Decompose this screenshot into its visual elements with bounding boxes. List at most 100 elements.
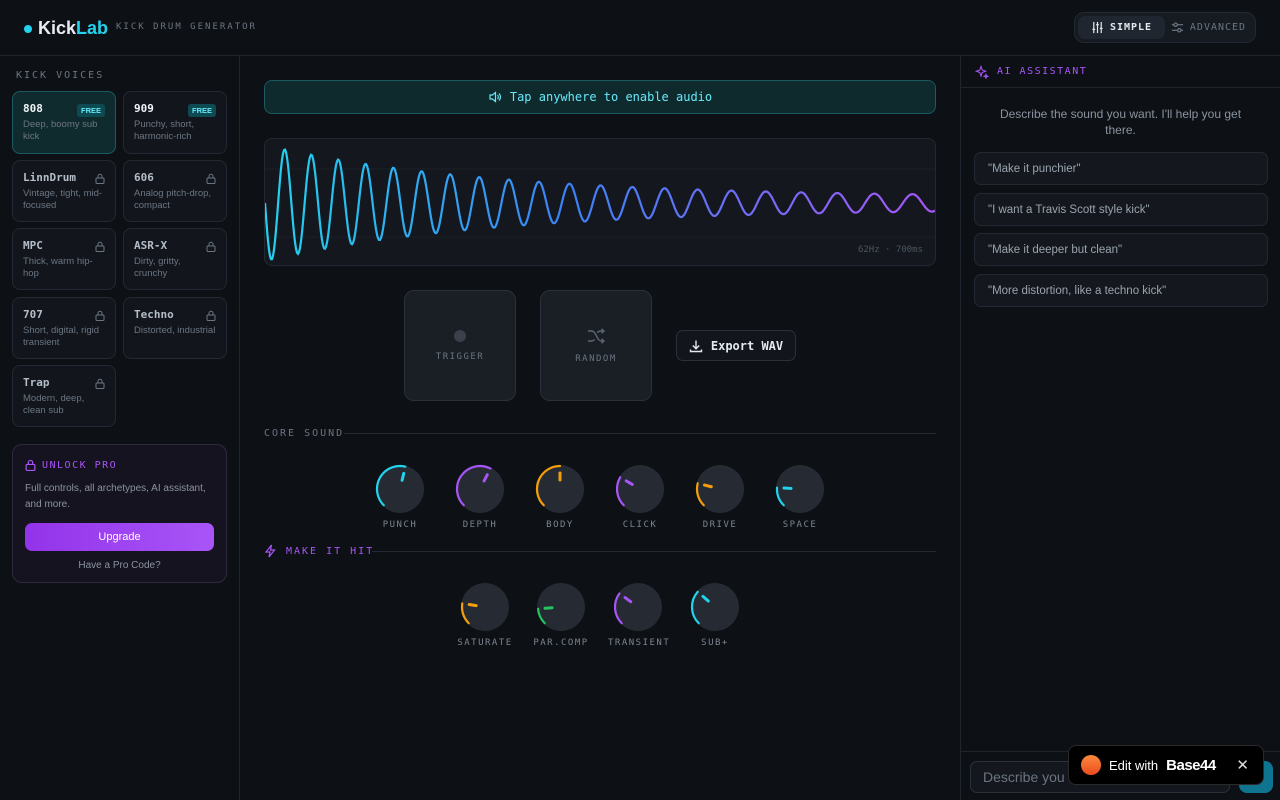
random-label: RANDOM (575, 353, 617, 364)
knob-label: TRANSIENT (608, 638, 671, 648)
free-badge: FREE (187, 104, 216, 117)
lock-icon (95, 241, 105, 252)
random-pad[interactable]: RANDOM (540, 290, 652, 401)
knob-label: BODY (546, 520, 574, 530)
core-sound-title: CORE SOUND (264, 428, 345, 439)
knob-arc (375, 464, 407, 507)
voice-card-asr-x[interactable]: ASR-X Dirty, gritty, crunchy (123, 228, 227, 290)
trigger-pad[interactable]: TRIGGER (404, 290, 516, 401)
knob-click[interactable]: CLICK (610, 464, 670, 530)
voice-card-techno[interactable]: Techno Distorted, industrial (123, 297, 227, 359)
knob-dial-icon (613, 583, 662, 631)
sparkle-icon (975, 64, 989, 79)
voice-name: Techno (134, 308, 174, 321)
knob-depth[interactable]: DEPTH (450, 464, 510, 530)
knob-dial-icon (455, 464, 504, 513)
waveform-display: 62Hz · 700ms (264, 138, 936, 266)
knob-label: SPACE (782, 520, 818, 530)
knob-arc (615, 476, 625, 507)
knob-arc (695, 482, 705, 507)
base44-brand: Base44 (1166, 756, 1216, 774)
voice-card-trap[interactable]: Trap Modern, deep, clean sub (12, 365, 116, 427)
lightning-icon (264, 544, 276, 558)
voice-name: 909 (134, 102, 154, 115)
tagline: KICK DRUM GENERATOR (116, 22, 257, 32)
knob-dial-icon (460, 583, 509, 631)
knob-dial-icon (695, 465, 744, 513)
knob-arc (690, 590, 700, 625)
knob-sub-plus[interactable]: SUB+ (685, 582, 745, 648)
knob-label: DRIVE (702, 520, 738, 530)
audio-banner-text: Tap anywhere to enable audio (509, 90, 713, 104)
edit-with-base44-badge[interactable]: Edit with Base44 ✕ (1068, 745, 1264, 785)
voice-name: LinnDrum (23, 171, 76, 184)
suggestion-chip[interactable]: "More distortion, like a techno kick" (974, 274, 1268, 307)
knob-indicator (400, 471, 406, 482)
knob-saturate[interactable]: SATURATE (455, 582, 515, 648)
suggestion-chip[interactable]: "Make it deeper but clean" (974, 233, 1268, 266)
knob-arc (460, 602, 470, 625)
voice-desc: Vintage, tight, mid-focused (23, 188, 103, 211)
voice-card-linndrum[interactable]: LinnDrum Vintage, tight, mid-focused (12, 160, 116, 222)
knob-punch[interactable]: PUNCH (370, 464, 430, 530)
knob-indicator (543, 606, 554, 610)
knob-dial-icon (536, 583, 585, 631)
suggestion-chip[interactable]: "I want a Travis Scott style kick" (974, 193, 1268, 226)
pro-code-link[interactable]: Have a Pro Code? (78, 560, 161, 571)
voices-title: KICK VOICES (16, 70, 105, 81)
knob-space[interactable]: SPACE (770, 464, 830, 530)
make-it-hit-title: MAKE IT HIT (286, 546, 375, 557)
voice-card-707[interactable]: 707 Short, digital, rigid transient (12, 297, 116, 359)
lock-icon (95, 378, 105, 389)
waveform (265, 148, 935, 261)
unlock-title: UNLOCK PRO (42, 459, 118, 471)
close-icon[interactable]: ✕ (1236, 757, 1249, 774)
voice-name: 808 (23, 102, 43, 115)
voice-desc: Thick, warm hip-hop (23, 256, 93, 279)
mode-advanced-button[interactable]: ADVANCED (1165, 16, 1252, 39)
knob-arc (775, 486, 785, 507)
knob-indicator (701, 594, 710, 603)
enable-audio-banner[interactable]: Tap anywhere to enable audio (264, 80, 936, 114)
divider (372, 551, 936, 552)
mode-toggle: SIMPLE ADVANCED (1074, 12, 1256, 43)
mode-simple-label: SIMPLE (1109, 22, 1153, 33)
lock-icon (206, 310, 216, 321)
knob-label: SUB+ (701, 638, 729, 648)
lock-icon (95, 173, 105, 184)
knob-par-comp[interactable]: PAR.COMP (531, 582, 591, 648)
voice-card-606[interactable]: 606 Analog pitch-drop, compact (123, 160, 227, 222)
logo-text-part2: Lab (76, 18, 109, 38)
knob-body[interactable]: BODY (530, 464, 590, 530)
logo[interactable]: KickLab (24, 18, 108, 39)
voice-card-mpc[interactable]: MPC Thick, warm hip-hop (12, 228, 116, 290)
unlock-pro-card: UNLOCK PRO Full controls, all archetypes… (12, 444, 227, 583)
knob-indicator (624, 479, 634, 486)
knob-indicator (467, 602, 478, 608)
waveform-line (265, 148, 935, 261)
voice-card-909[interactable]: 909 Punchy, short, harmonic-rich FREE (123, 91, 227, 154)
knob-label: PUNCH (382, 520, 418, 530)
suggestion-chip[interactable]: "Make it punchier" (974, 152, 1268, 185)
voice-name: MPC (23, 239, 43, 252)
export-wav-button[interactable]: Export WAV (676, 330, 796, 361)
knob-dial-icon (375, 464, 424, 513)
voices-sidebar: KICK VOICES 808 Deep, boomy sub kick FRE… (0, 56, 240, 800)
upgrade-button[interactable]: Upgrade (25, 523, 214, 551)
mode-simple-button[interactable]: SIMPLE (1078, 16, 1165, 39)
divider (344, 433, 936, 434)
voice-card-808[interactable]: 808 Deep, boomy sub kick FREE (12, 91, 116, 154)
ai-assistant-panel: AI ASSISTANT Describe the sound you want… (960, 56, 1280, 800)
mode-advanced-label: ADVANCED (1189, 22, 1247, 33)
knob-drive[interactable]: DRIVE (690, 464, 750, 530)
settings-sliders-icon (1171, 22, 1183, 33)
lock-icon (95, 310, 105, 321)
voice-name: 606 (134, 171, 154, 184)
lock-icon (206, 241, 216, 252)
logo-text-part1: Kick (38, 18, 77, 38)
app-header: KickLab KICK DRUM GENERATOR SIMPLE ADVAN… (0, 0, 1280, 56)
voice-desc: Modern, deep, clean sub (23, 393, 85, 416)
knob-transient[interactable]: TRANSIENT (608, 582, 671, 648)
knob-label: DEPTH (462, 520, 498, 530)
knob-indicator (703, 483, 713, 489)
